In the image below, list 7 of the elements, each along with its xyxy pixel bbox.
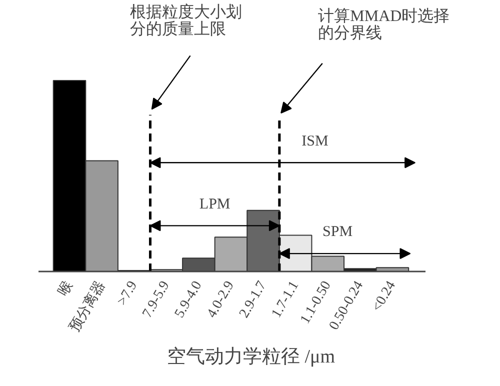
annotation: LPM — [199, 196, 230, 212]
annotation: ISM — [302, 133, 328, 150]
annotation: SPM — [322, 224, 353, 240]
text: 根据粒度大小划分的质量上限 — [130, 3, 242, 38]
x-axis-title: 空气动力学粒径 /μm — [167, 345, 336, 368]
text: 计算MMAD时选择的分界线 — [318, 6, 450, 42]
x-tick-label: 喉 — [55, 278, 76, 298]
